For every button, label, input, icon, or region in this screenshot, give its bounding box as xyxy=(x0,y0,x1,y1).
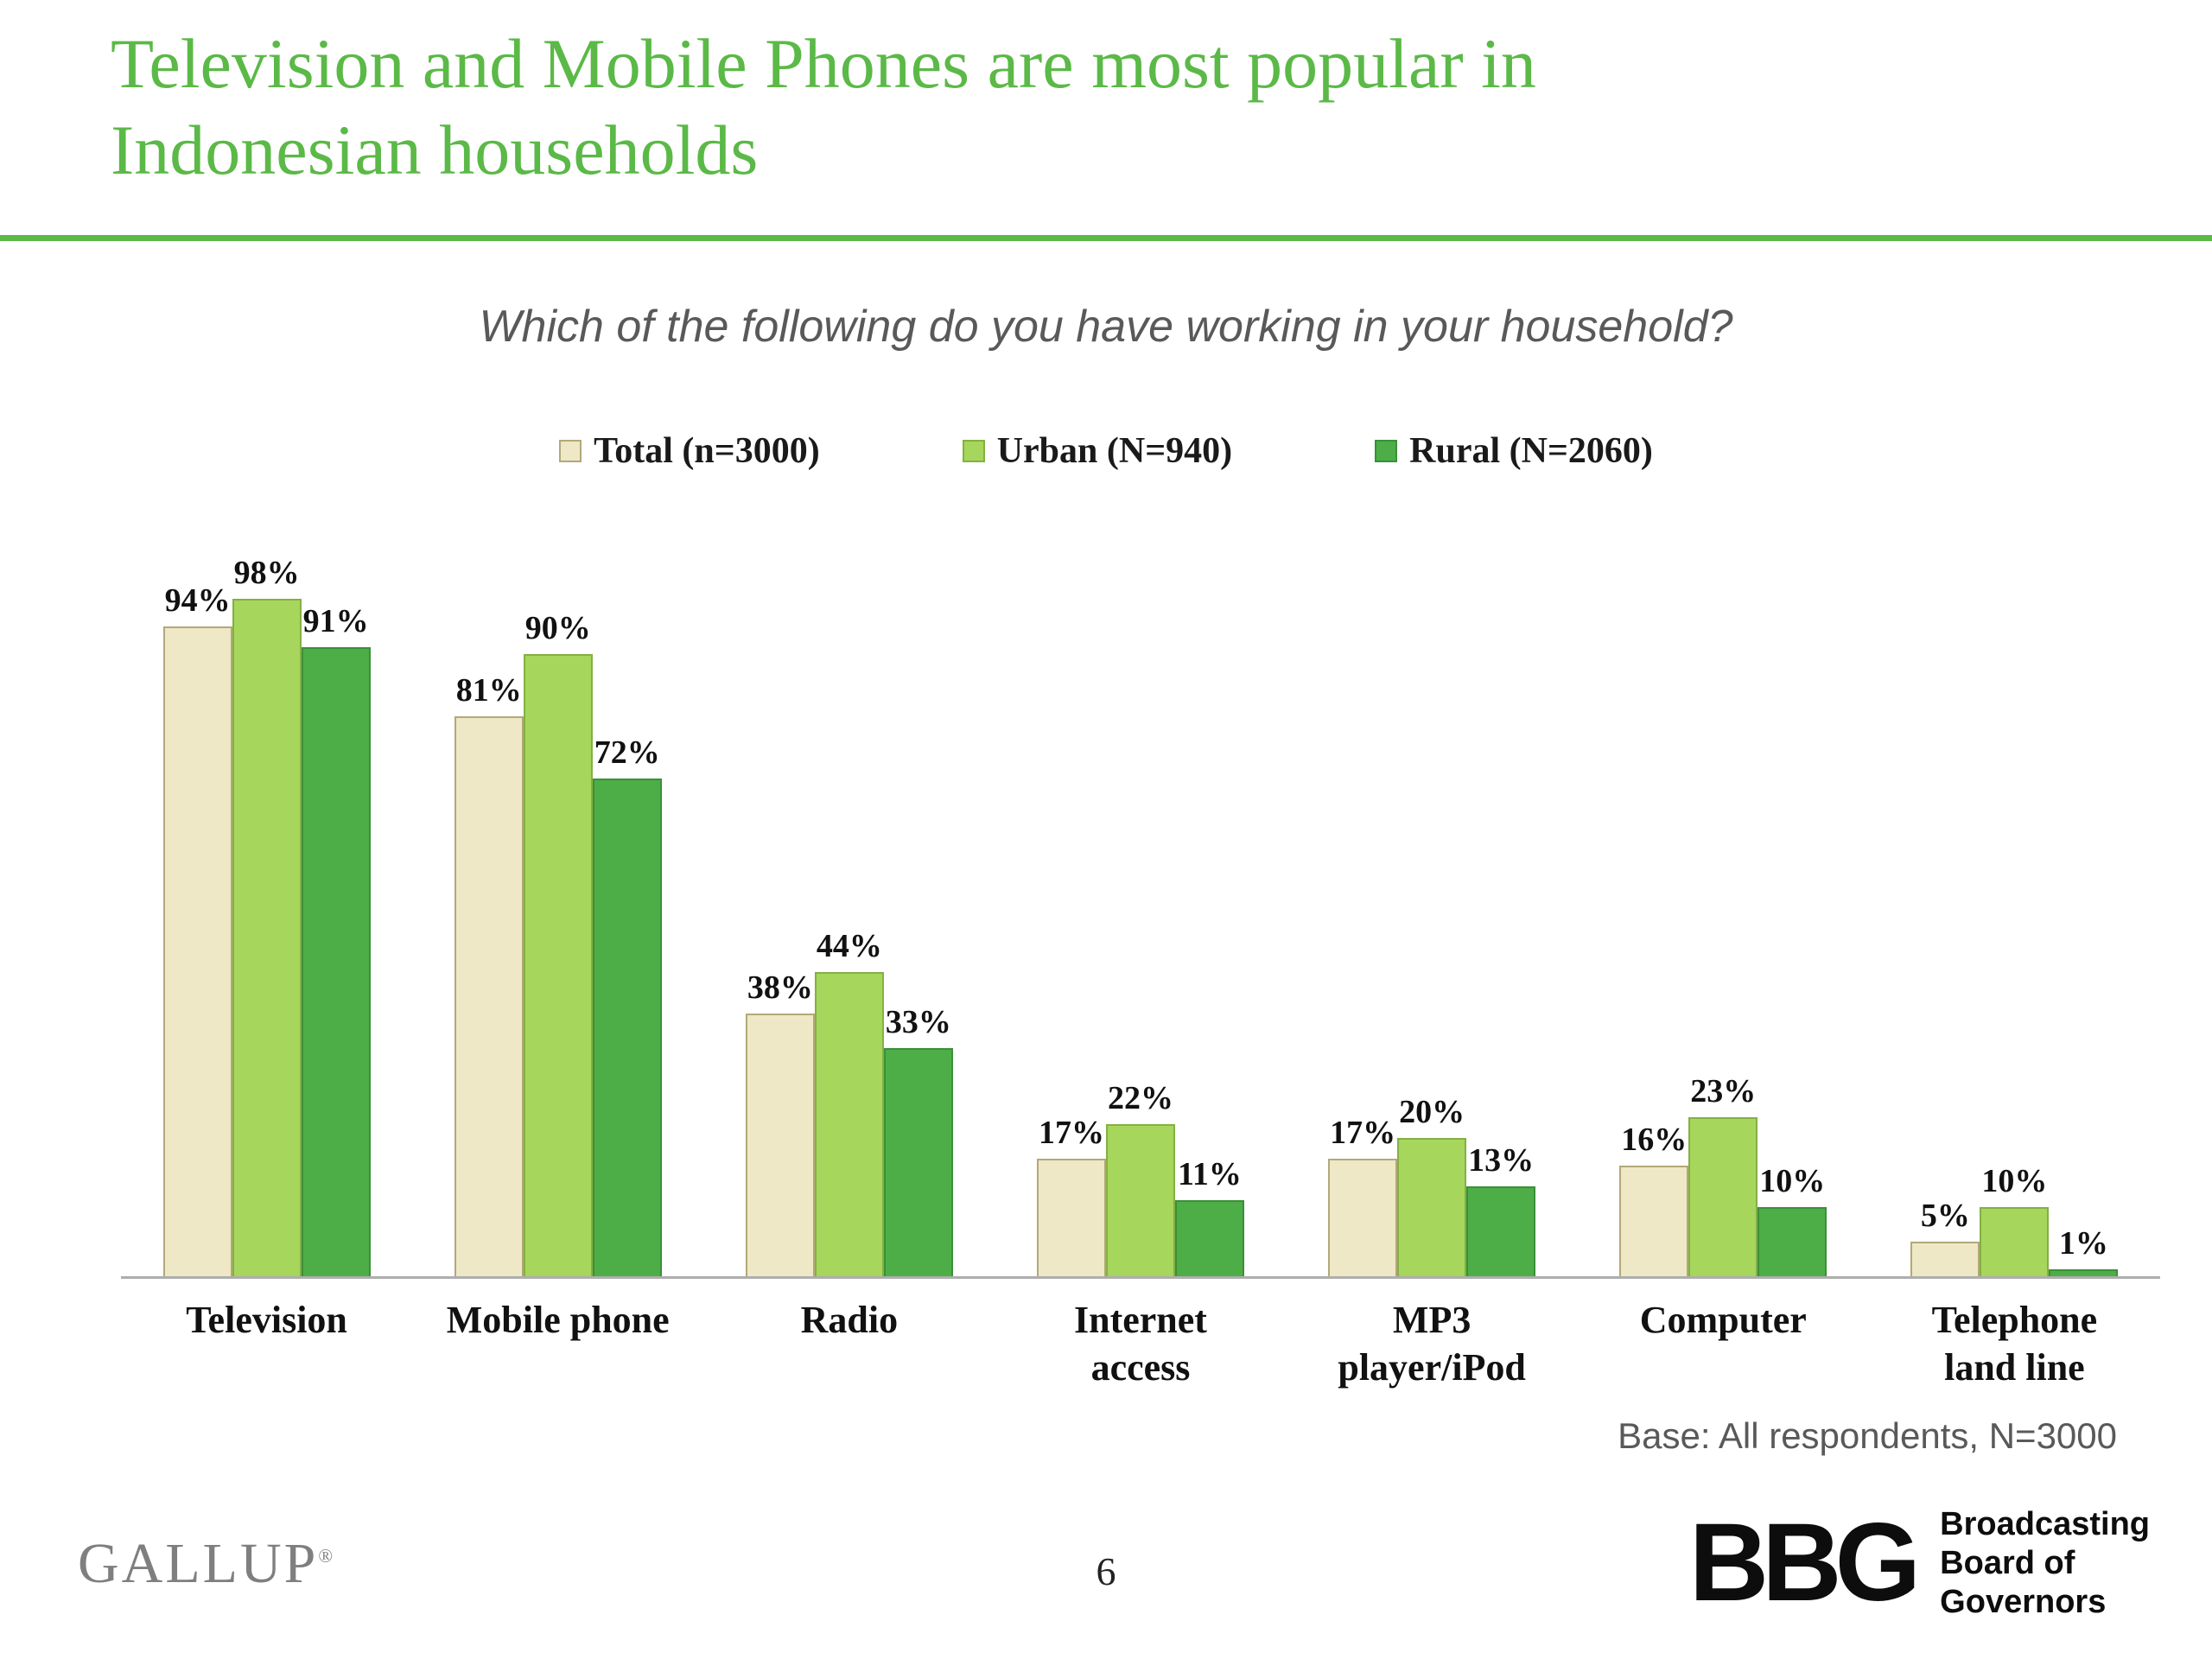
bar-value-label: 33% xyxy=(885,1004,951,1040)
gallup-wordmark: GALLUP xyxy=(78,1532,319,1595)
bar-value-label: 1% xyxy=(2058,1225,2108,1262)
category-label-line: MP3 xyxy=(1392,1299,1471,1341)
bar-radio-series-0: 38% xyxy=(745,969,815,1276)
bar-group-5: 16% 23% 10% xyxy=(1578,1073,1869,1276)
bar-value-label: 17% xyxy=(1330,1115,1396,1151)
slide-title: Television and Mobile Phones are most po… xyxy=(111,21,2167,194)
bar-radio-series-2: 33% xyxy=(883,1004,953,1276)
bar-television-series-1: 98% xyxy=(232,555,302,1276)
bar-value-label: 16% xyxy=(1621,1122,1688,1158)
legend-item-1: Urban (N=940) xyxy=(962,430,1233,472)
slide-title-line-1: Television and Mobile Phones are most po… xyxy=(111,24,1536,103)
bar-value-label: 17% xyxy=(1038,1115,1104,1151)
category-label-line: Telephone xyxy=(1931,1299,2098,1341)
bar-value-label: 5% xyxy=(1920,1198,1970,1234)
bbg-logo-text-line-2: Board of xyxy=(1940,1544,2075,1581)
bar-value-label: 10% xyxy=(1759,1163,1826,1199)
base-note: Base: All respondents, N=3000 xyxy=(1618,1415,2117,1456)
bar-mp3-player-ipod-series-2: 13% xyxy=(1466,1142,1536,1276)
bar-mobile-phone-series-2: 72% xyxy=(592,734,662,1276)
legend-label: Total (n=3000) xyxy=(594,431,820,471)
category-label-4: MP3 player/iPod xyxy=(1287,1296,1578,1391)
bar-value-label: 81% xyxy=(455,672,522,709)
bar-internet-access-series-2: 11% xyxy=(1174,1156,1244,1276)
category-label-2: Radio xyxy=(703,1296,995,1391)
category-label-line: land line xyxy=(1944,1346,2085,1389)
category-label-line: Radio xyxy=(800,1299,899,1341)
bar-internet-access-series-0: 17% xyxy=(1036,1115,1106,1276)
bar-computer-series-0: 16% xyxy=(1619,1122,1689,1276)
legend-item-0: Total (n=3000) xyxy=(559,430,820,472)
bar-group-1: 81% 90% 72% xyxy=(412,610,703,1276)
bar-television-series-2: 91% xyxy=(301,603,371,1276)
chart-plot: 94% 98% 91% 81% 90% 72% 38% 44% 33% 17% 22% 11% 17% 2… xyxy=(121,555,2160,1279)
bar-mobile-phone-series-1: 90% xyxy=(523,610,593,1276)
category-label-6: Telephone land line xyxy=(1869,1296,2160,1391)
chart-subtitle: Which of the following do you have worki… xyxy=(479,302,1733,352)
chart-legend: Total (n=3000) Urban (N=940) Rural (N=2060… xyxy=(0,430,2212,472)
bar-group-0: 94% 98% 91% xyxy=(121,555,412,1276)
category-label-line: Internet xyxy=(1074,1299,1207,1341)
legend-swatch-icon xyxy=(962,440,985,462)
legend-item-2: Rural (N=2060) xyxy=(1375,430,1653,472)
page-number: 6 xyxy=(1096,1549,1116,1593)
category-label-3: Internet access xyxy=(995,1296,1286,1391)
category-label-line: access xyxy=(1090,1346,1191,1389)
category-label-0: Television xyxy=(121,1296,412,1391)
bar-group-6: 5% 10% 1% xyxy=(1869,1163,2160,1276)
bar-value-label: 10% xyxy=(1981,1163,2048,1199)
bar-mp3-player-ipod-series-1: 20% xyxy=(1397,1094,1467,1276)
category-label-1: Mobile phone xyxy=(412,1296,703,1391)
bbg-logo-text: Broadcasting Board of Governors xyxy=(1940,1505,2150,1621)
bar-computer-series-1: 23% xyxy=(1688,1073,1758,1276)
bbg-logo-text-line-3: Governors xyxy=(1940,1583,2107,1620)
bar-chart: 94% 98% 91% 81% 90% 72% 38% 44% 33% 17% 22% 11% 17% 2… xyxy=(121,555,2160,1391)
legend-label: Rural (N=2060) xyxy=(1409,431,1653,471)
legend-label: Urban (N=940) xyxy=(996,431,1233,471)
bar-value-label: 91% xyxy=(302,603,369,639)
category-label-5: Computer xyxy=(1578,1296,1869,1391)
bar-value-label: 90% xyxy=(524,610,591,646)
bar-internet-access-series-1: 22% xyxy=(1105,1080,1175,1276)
category-label-line: Mobile phone xyxy=(446,1299,670,1341)
registered-mark-icon: ® xyxy=(318,1545,336,1567)
category-label-line: Computer xyxy=(1639,1299,1807,1341)
bar-mobile-phone-series-0: 81% xyxy=(454,672,524,1276)
bar-group-2: 38% 44% 33% xyxy=(703,928,995,1276)
bar-value-label: 11% xyxy=(1178,1156,1242,1192)
bar-value-label: 13% xyxy=(1468,1142,1535,1179)
bar-value-label: 22% xyxy=(1107,1080,1173,1116)
bar-value-label: 20% xyxy=(1399,1094,1465,1130)
bar-value-label: 44% xyxy=(816,928,882,964)
bbg-logo: BBG Broadcasting Board of Governors xyxy=(1689,1505,2150,1621)
bar-telephone-land-line-series-2: 1% xyxy=(2049,1225,2119,1276)
bar-group-3: 17% 22% 11% xyxy=(995,1080,1286,1276)
bar-mp3-player-ipod-series-0: 17% xyxy=(1328,1115,1398,1276)
bar-group-4: 17% 20% 13% xyxy=(1287,1094,1578,1276)
bar-value-label: 98% xyxy=(233,555,300,591)
bar-radio-series-1: 44% xyxy=(814,928,884,1276)
bar-computer-series-2: 10% xyxy=(1758,1163,1827,1276)
category-label-line: player/iPod xyxy=(1338,1346,1526,1389)
bar-value-label: 38% xyxy=(747,969,813,1006)
legend-swatch-icon xyxy=(1375,440,1398,462)
title-underline xyxy=(0,235,2212,241)
gallup-logo: GALLUP® xyxy=(78,1531,335,1597)
bar-value-label: 94% xyxy=(164,582,231,619)
bar-value-label: 23% xyxy=(1690,1073,1757,1109)
bbg-monogram-icon: BBG xyxy=(1688,1501,1921,1625)
bar-telephone-land-line-series-1: 10% xyxy=(1980,1163,2050,1276)
chart-categories: Television Mobile phone Radio Internet acces… xyxy=(121,1296,2160,1391)
category-label-line: Television xyxy=(186,1299,347,1341)
bar-telephone-land-line-series-0: 5% xyxy=(1910,1198,1980,1276)
bar-value-label: 72% xyxy=(594,734,660,771)
bar-television-series-0: 94% xyxy=(162,582,232,1276)
slide-title-line-2: Indonesian households xyxy=(111,111,759,190)
bbg-logo-text-line-1: Broadcasting xyxy=(1940,1506,2150,1542)
legend-swatch-icon xyxy=(559,440,582,462)
